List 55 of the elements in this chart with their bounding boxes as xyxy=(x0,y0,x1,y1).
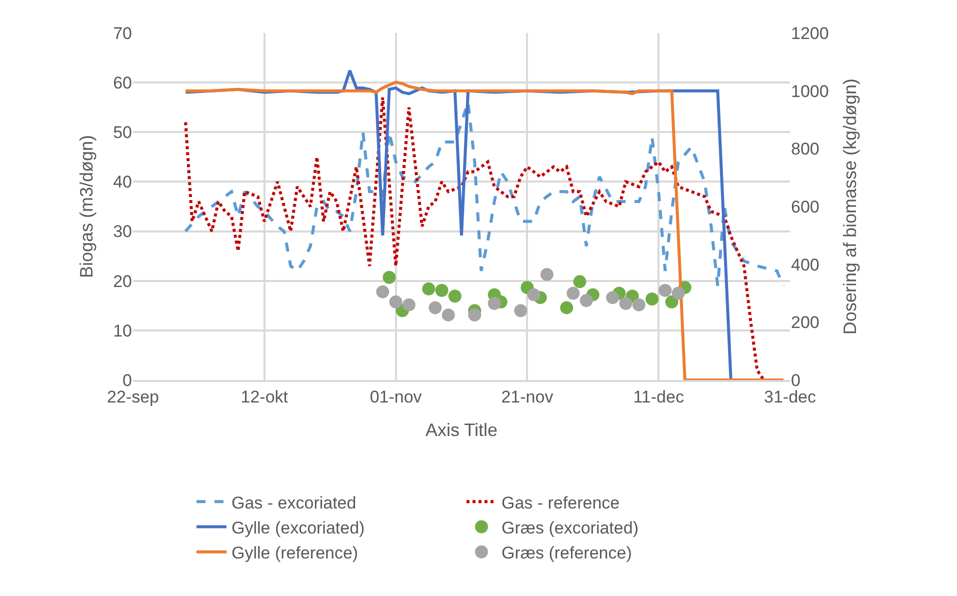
point xyxy=(619,296,632,310)
y-tick-label: 60 xyxy=(113,74,132,93)
y-tick-label: 30 xyxy=(113,222,132,242)
y-tick-label: 0 xyxy=(122,370,132,390)
point xyxy=(540,268,554,281)
x-tick-label: 11-dec xyxy=(633,387,684,406)
point xyxy=(527,288,540,302)
y-tick-label: 20 xyxy=(113,272,132,291)
point xyxy=(382,270,396,284)
legend-label: Gylle (excoriated) xyxy=(232,518,365,538)
legend-label: Græs (reference) xyxy=(502,543,632,562)
y2-tick-label: 400 xyxy=(791,255,820,274)
point xyxy=(606,291,620,304)
y-axis-title: Biogas (m3/døgn) xyxy=(76,134,96,278)
point xyxy=(435,284,448,297)
point xyxy=(646,292,659,306)
point xyxy=(468,308,482,322)
x-tick-label: 12-okt xyxy=(240,387,288,406)
x-tick-label: 21-nov xyxy=(501,387,554,406)
legend-label: Gas - reference xyxy=(502,493,620,512)
point xyxy=(376,285,390,298)
legend-label: Gylle (reference) xyxy=(232,543,358,562)
y2-tick-label: 0 xyxy=(791,370,800,390)
point xyxy=(560,301,574,314)
point xyxy=(658,284,672,297)
x-tick-label: 01-nov xyxy=(370,387,422,406)
point xyxy=(488,296,501,310)
y-tick-label: 50 xyxy=(113,123,132,142)
y-tick-label: 10 xyxy=(113,321,132,340)
point xyxy=(389,295,402,308)
point xyxy=(422,282,436,296)
point xyxy=(672,286,685,300)
y-tick-label: 40 xyxy=(113,172,132,192)
point xyxy=(428,301,442,314)
x-tick-label: 22-sep xyxy=(107,387,159,406)
point xyxy=(573,275,586,288)
y2-tick-label: 1000 xyxy=(791,82,829,101)
x-tick-label: 31-dec xyxy=(764,387,816,406)
legend-label: Gas - excoriated xyxy=(232,493,356,512)
y-tick-label: 70 xyxy=(113,24,132,43)
y2-tick-label: 1200 xyxy=(791,24,829,43)
y2-tick-label: 600 xyxy=(791,197,820,216)
point xyxy=(665,295,678,308)
point xyxy=(442,308,455,322)
point xyxy=(566,286,580,300)
point xyxy=(402,298,416,312)
y2-tick-label: 800 xyxy=(791,140,820,159)
legend-label: Græs (excoriated) xyxy=(502,518,638,538)
point xyxy=(632,298,646,312)
y2-axis-title: Dosering af biomasse (kg/døgn) xyxy=(840,78,860,335)
y2-tick-label: 200 xyxy=(791,313,820,332)
point xyxy=(580,294,593,307)
point xyxy=(448,290,462,303)
point xyxy=(514,304,528,318)
x-axis-title: Axis Title xyxy=(425,420,498,440)
